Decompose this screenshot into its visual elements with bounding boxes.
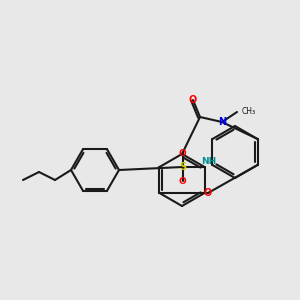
Text: NH: NH [201, 157, 216, 166]
Text: S: S [179, 162, 186, 172]
Text: O: O [189, 95, 197, 105]
Text: O: O [204, 188, 212, 198]
Text: CH₃: CH₃ [242, 107, 256, 116]
Text: N: N [218, 117, 226, 127]
Text: O: O [178, 176, 186, 185]
Text: O: O [178, 148, 186, 158]
